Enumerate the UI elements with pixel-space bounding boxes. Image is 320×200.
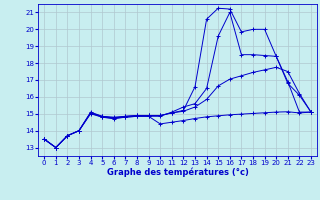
- X-axis label: Graphe des températures (°c): Graphe des températures (°c): [107, 168, 249, 177]
